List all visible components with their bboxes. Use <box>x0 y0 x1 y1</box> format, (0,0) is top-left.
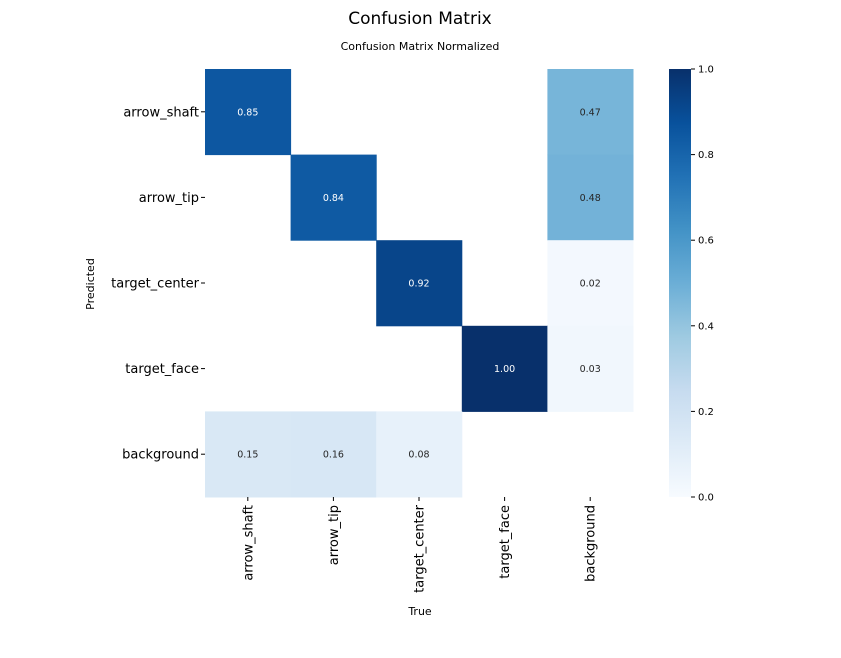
y-tick-label: target_center <box>111 277 200 292</box>
cell-value-label: 0.84 <box>323 193 344 204</box>
colorbar-tick-label: 0.0 <box>698 493 714 504</box>
cell-value-label: 0.92 <box>408 279 429 290</box>
cell-value-label: 0.03 <box>580 364 601 375</box>
heatmap-cell <box>290 154 377 241</box>
heatmap-cell <box>547 154 634 241</box>
heatmap-cell <box>461 325 548 412</box>
heatmap-cell <box>290 411 377 498</box>
cell-value-label: 0.16 <box>323 450 344 461</box>
x-tick-label: target_center <box>413 504 428 593</box>
heatmap-cell <box>205 411 292 498</box>
cell-value-label: 0.08 <box>408 450 429 461</box>
cell-value-label: 0.02 <box>580 279 601 290</box>
colorbar-tick-label: 1.0 <box>698 65 714 76</box>
y-axis-label: Predicted <box>84 258 97 310</box>
heatmap-cell <box>547 240 634 327</box>
heatmap-cell <box>376 411 463 498</box>
heatmap-cells <box>205 69 634 498</box>
heatmap-cell <box>547 69 634 156</box>
y-axis-ticks: arrow_shaft arrow_tip target_center target_… <box>111 105 205 463</box>
x-tick-label: background <box>584 505 599 582</box>
colorbar-tick-label: 0.2 <box>698 407 714 418</box>
chart-title: Confusion Matrix <box>348 9 492 29</box>
colorbar-tick-label: 0.6 <box>698 236 714 247</box>
cell-value-label: 0.15 <box>237 450 258 461</box>
colorbar-tick-label: 0.4 <box>698 321 714 332</box>
x-axis-ticks: arrow_shaft arrow_tip target_center target_… <box>241 497 599 593</box>
heatmap-cell <box>376 240 463 327</box>
cell-value-label: 0.47 <box>580 107 601 118</box>
x-tick-label: target_face <box>498 505 513 579</box>
colorbar <box>669 69 691 497</box>
y-tick-label: target_face <box>125 362 199 377</box>
heatmap-cell <box>547 325 634 412</box>
x-tick-label: arrow_shaft <box>241 505 256 581</box>
cell-value-label: 0.48 <box>580 193 601 204</box>
cell-value-label: 0.85 <box>237 107 258 118</box>
x-tick-label: arrow_tip <box>327 505 342 565</box>
y-tick-label: arrow_shaft <box>123 105 199 120</box>
heatmap-cell <box>205 69 292 156</box>
y-tick-label: arrow_tip <box>139 191 199 206</box>
cell-value-label: 1.00 <box>494 364 515 375</box>
heatmap-cell-labels: 0.85 0.47 0.84 0.48 0.92 0.02 1.00 0.03 0.15 0.16… <box>237 107 601 460</box>
x-axis-label: True <box>407 605 432 618</box>
colorbar-tick-label: 0.8 <box>698 150 714 161</box>
y-tick-label: background <box>122 448 199 463</box>
colorbar-ticks: 0.0 0.2 0.4 0.6 0.8 1.0 <box>691 65 714 504</box>
chart-subtitle: Confusion Matrix Normalized <box>341 40 500 53</box>
